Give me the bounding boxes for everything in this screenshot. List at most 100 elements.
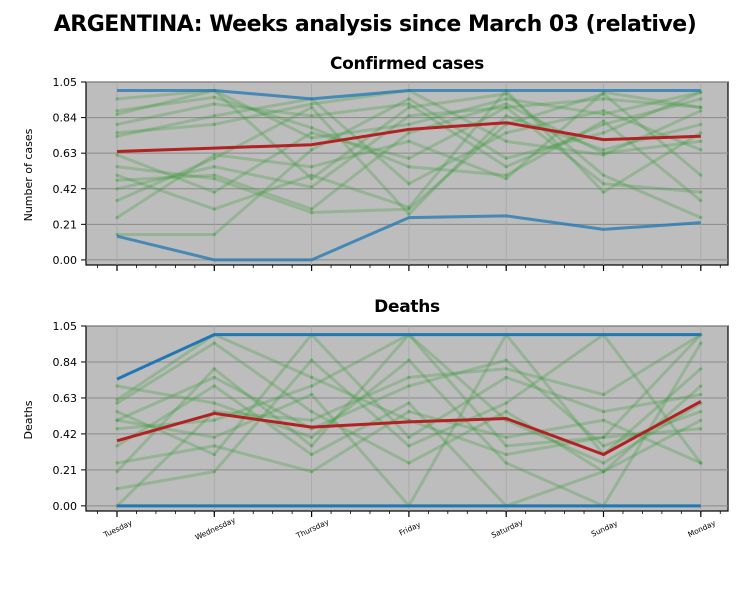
week-series-point — [504, 139, 508, 143]
week-series-point — [699, 139, 703, 143]
week-series-point — [601, 151, 606, 155]
week-series-point — [504, 165, 508, 169]
week-series-point — [504, 114, 508, 118]
week-series-point — [115, 134, 119, 138]
week-series-point — [504, 461, 508, 465]
week-series-point — [212, 114, 216, 118]
week-series-point — [601, 461, 606, 465]
week-series-point — [504, 131, 508, 135]
week-series-point — [310, 418, 314, 422]
week-series-point — [115, 418, 119, 422]
week-series-point — [601, 435, 606, 439]
week-series-point — [504, 102, 508, 106]
week-series-point — [115, 199, 119, 203]
y-tick-label: 0.00 — [53, 500, 78, 513]
week-series-point — [601, 470, 606, 474]
week-series-point — [212, 153, 216, 157]
week-series-point — [601, 119, 606, 123]
week-series-line — [116, 105, 701, 194]
week-series-line — [116, 89, 702, 211]
week-series-point — [504, 173, 508, 177]
week-series-point — [212, 375, 216, 379]
week-series-point — [699, 173, 703, 177]
week-series-point — [699, 97, 703, 101]
week-series-point — [504, 401, 508, 405]
x-tick-label: Thursday — [294, 517, 331, 541]
week-series-point — [310, 176, 314, 181]
week-series-point — [407, 156, 411, 160]
week-series-point — [504, 410, 508, 414]
y-tick-label: 1.05 — [53, 76, 78, 89]
week-series-point — [407, 205, 411, 209]
y-tick-label: 0.84 — [53, 356, 78, 369]
week-series-point — [212, 207, 216, 211]
week-series-point — [601, 122, 606, 126]
week-series-point — [601, 410, 606, 414]
week-series-point — [699, 131, 703, 135]
x-tick-label: Friday — [398, 520, 423, 538]
week-series-point — [115, 122, 119, 126]
week-series-point — [310, 375, 314, 379]
week-series-point — [407, 375, 411, 379]
week-series-point — [407, 401, 411, 405]
week-series-point — [115, 109, 119, 113]
week-series-point — [407, 444, 411, 448]
week-series-point — [699, 105, 703, 110]
week-series-point — [601, 97, 606, 101]
week-series-point — [310, 131, 314, 135]
y-tick-label: 0.21 — [53, 218, 78, 231]
panel-title-deaths: Deaths — [374, 297, 440, 317]
week-series-point — [310, 185, 314, 189]
week-series-point — [310, 392, 314, 397]
week-series-point — [115, 131, 119, 135]
week-series-point — [212, 156, 216, 160]
week-series-line — [116, 90, 702, 219]
y-tick-label: 0.84 — [53, 112, 78, 125]
week-series-point — [699, 461, 703, 465]
week-series-point — [699, 384, 703, 388]
week-series-line — [116, 358, 702, 448]
y-tick-label: 0.63 — [53, 147, 78, 160]
y-tick-label: 0.00 — [53, 254, 78, 267]
week-series-point — [115, 470, 119, 474]
week-series-point — [115, 173, 119, 177]
week-series-point — [699, 148, 703, 152]
week-series-point — [699, 122, 703, 126]
x-tick-label: Monday — [686, 518, 717, 539]
week-series-point — [601, 112, 606, 116]
y-tick-label: 1.05 — [53, 320, 78, 333]
week-series-point — [699, 427, 703, 431]
week-series-point — [601, 470, 606, 474]
week-series-line — [116, 92, 702, 214]
week-series-point — [310, 173, 314, 177]
week-series-point — [601, 435, 606, 439]
week-series-point — [212, 452, 216, 457]
week-series-point — [601, 182, 606, 186]
week-series-point — [601, 148, 606, 152]
y-tick-label: 0.63 — [53, 392, 78, 405]
week-series-point — [407, 461, 411, 465]
week-series-point — [601, 109, 606, 113]
x-tick-label: Wednesday — [194, 515, 238, 542]
week-series-point — [212, 384, 216, 388]
week-series-point — [212, 95, 216, 99]
week-series-line — [116, 97, 702, 169]
grid-deaths — [86, 325, 728, 511]
week-series-point — [504, 97, 508, 101]
week-series-point — [504, 367, 508, 371]
week-series-point — [601, 173, 606, 177]
week-series-point — [504, 176, 508, 181]
week-series-point — [407, 384, 411, 388]
bound-series-line — [116, 333, 701, 381]
x-tick-label: Tuesday — [101, 518, 134, 540]
week-series-point — [115, 153, 119, 157]
week-series-point — [310, 207, 314, 211]
week-series-point — [699, 190, 703, 194]
week-series-point — [504, 375, 508, 379]
week-series-point — [115, 165, 119, 169]
week-series-point — [212, 367, 216, 371]
mean-series-line — [116, 400, 702, 456]
x-ticks-confirmed — [97, 265, 721, 271]
week-series-point — [115, 178, 119, 182]
week-series-point — [115, 398, 119, 402]
